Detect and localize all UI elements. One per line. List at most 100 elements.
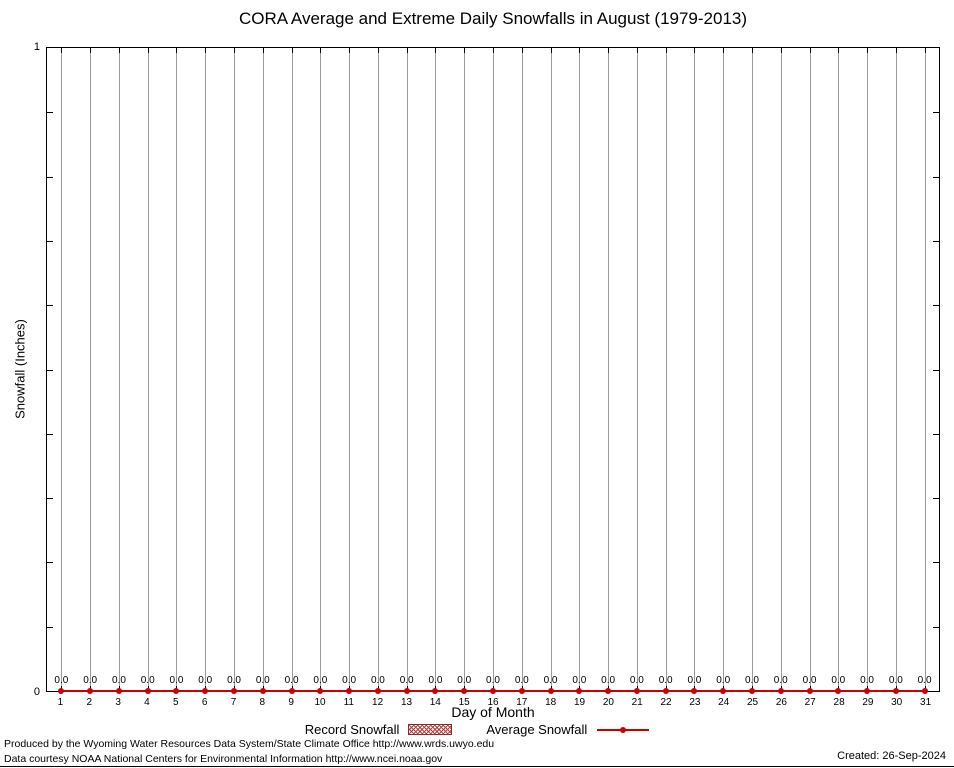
record-value-label-day-2: 0.0 [83, 675, 98, 686]
x-tick-label-30: 30 [891, 697, 903, 708]
record-value-label-day-19: 0.0 [572, 675, 587, 686]
average-point-day-16 [490, 688, 496, 694]
y-minor-tick [933, 498, 939, 500]
record-value-label-day-22: 0.0 [658, 675, 673, 686]
record-value-label-day-6: 0.0 [198, 675, 213, 686]
record-value-label-day-27: 0.0 [802, 675, 817, 686]
legend-average-swatch [597, 726, 650, 733]
record-value-label-day-30: 0.0 [888, 675, 903, 686]
top-tick-day-9 [291, 48, 293, 53]
x-tick-label-6: 6 [201, 697, 208, 708]
gridline-day-3 [118, 48, 120, 691]
gridline-day-14 [435, 48, 437, 691]
created-date: Created: 26-Sep-2024 [837, 750, 946, 762]
average-point-day-6 [202, 688, 209, 694]
record-value-label-day-1: 0.0 [54, 675, 69, 686]
y-minor-tick [47, 369, 53, 371]
x-tick-label-23: 23 [689, 697, 701, 708]
top-tick-day-23 [694, 48, 696, 53]
footer-produced-by: Produced by the Wyoming Water Resources … [4, 738, 495, 750]
record-value-label-day-13: 0.0 [399, 675, 414, 686]
x-tick-label-13: 13 [400, 697, 413, 708]
bottom-rule [0, 766, 954, 767]
y-minor-tick [933, 112, 939, 114]
average-point-day-18 [547, 688, 554, 694]
average-point-day-11 [346, 688, 353, 694]
x-tick-label-7: 7 [230, 697, 237, 708]
top-tick-day-19 [579, 48, 581, 53]
record-value-label-day-16: 0.0 [486, 675, 500, 686]
y-minor-tick [47, 305, 53, 307]
average-point-day-21 [633, 688, 640, 694]
average-point-day-31 [921, 688, 928, 694]
legend-average-point [620, 726, 627, 733]
average-point-day-13 [403, 688, 410, 694]
x-tick-label-22: 22 [660, 697, 672, 708]
y-minor-tick [47, 626, 53, 628]
x-tick-label-26: 26 [775, 697, 787, 708]
x-tick-label-29: 29 [862, 697, 874, 708]
average-point-day-19 [576, 688, 583, 694]
x-tick-label-9: 9 [288, 697, 294, 708]
average-point-day-10 [317, 688, 324, 694]
gridline-day-9 [291, 48, 293, 691]
average-point-day-28 [835, 688, 842, 694]
footer-data-courtesy: Data courtesy NOAA National Centers for … [4, 753, 443, 765]
x-tick-label-25: 25 [746, 697, 759, 708]
y-tick-label-1: 1 [33, 41, 40, 53]
record-value-label-day-11: 0.0 [342, 675, 357, 686]
average-point-day-24 [720, 688, 727, 694]
average-point-day-5 [173, 688, 180, 694]
chart-title: CORA Average and Extreme Daily Snowfalls… [238, 9, 748, 28]
average-point-day-26 [777, 688, 784, 694]
record-value-label-day-24: 0.0 [716, 675, 731, 686]
gridline-day-26 [780, 48, 782, 691]
record-value-label-day-14: 0.0 [428, 675, 443, 686]
average-point-day-7 [231, 688, 238, 694]
average-point-day-17 [518, 688, 525, 694]
average-point-day-12 [374, 688, 381, 694]
top-tick-day-18 [550, 48, 552, 53]
x-tick-label-17: 17 [516, 697, 528, 708]
y-minor-tick [933, 626, 939, 628]
x-tick-label-2: 2 [86, 697, 93, 708]
record-value-label-day-28: 0.0 [831, 675, 846, 686]
y-minor-tick [47, 498, 53, 500]
gridline-day-5 [176, 48, 178, 691]
average-point-day-3 [115, 688, 122, 694]
gridline-day-25 [751, 48, 753, 691]
x-tick-label-31: 31 [920, 697, 932, 708]
gridline-day-27 [809, 48, 811, 691]
average-point-day-30 [892, 688, 899, 694]
y-minor-tick [47, 112, 53, 114]
gridline-day-19 [579, 48, 581, 691]
gridline-day-28 [838, 48, 840, 691]
top-tick-day-8 [262, 48, 264, 53]
y-minor-tick [47, 240, 53, 242]
top-tick-day-26 [780, 48, 782, 53]
x-tick-label-5: 5 [173, 697, 179, 708]
top-tick-day-13 [406, 48, 408, 53]
gridline-day-1 [61, 48, 63, 691]
gridline-day-21 [636, 48, 638, 691]
top-tick-day-27 [809, 48, 811, 53]
gridline-day-6 [205, 48, 207, 691]
y-minor-tick [933, 305, 939, 307]
gridline-day-4 [147, 48, 149, 691]
y-minor-tick [47, 562, 53, 564]
record-value-label-day-29: 0.0 [860, 675, 874, 686]
top-tick-day-29 [867, 48, 869, 53]
gridline-day-31 [924, 48, 926, 691]
gridline-day-29 [867, 48, 869, 691]
average-point-day-2 [87, 688, 94, 694]
x-tick-label-27: 27 [804, 697, 816, 708]
average-point-day-29 [864, 688, 871, 694]
top-tick-day-2 [90, 48, 92, 53]
x-tick-label-28: 28 [833, 697, 845, 708]
x-tick-label-11: 11 [343, 697, 354, 708]
average-point-day-23 [691, 688, 698, 694]
x-tick-label-14: 14 [429, 697, 441, 708]
gridline-day-18 [550, 48, 552, 691]
top-tick-day-6 [205, 48, 207, 53]
record-value-label-day-8: 0.0 [255, 675, 270, 686]
